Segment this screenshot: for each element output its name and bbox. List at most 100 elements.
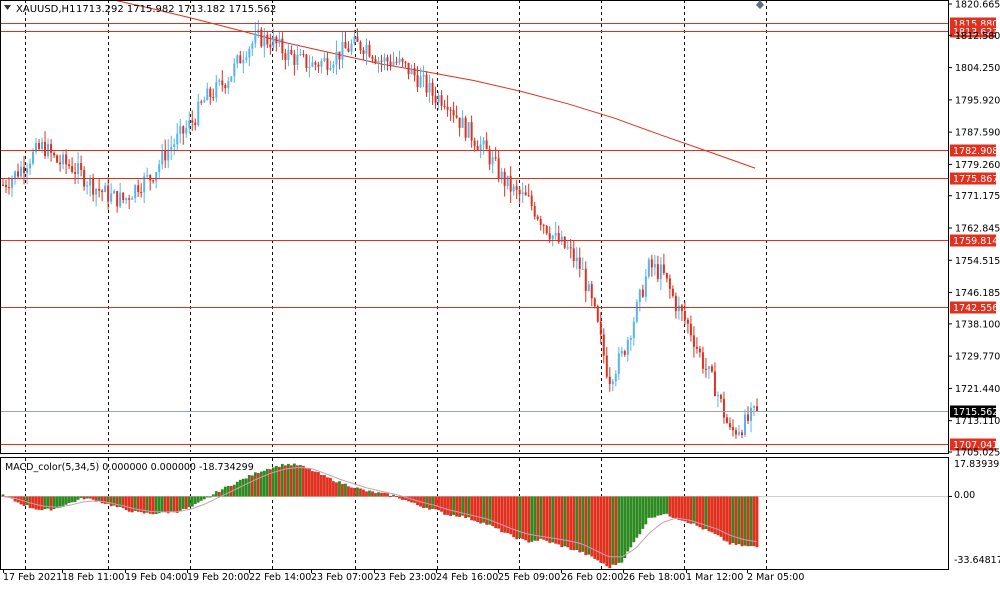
macd-bar [356,487,359,496]
macd-bar [50,496,53,510]
candle-body [362,50,364,54]
y-tick-label: 1746.185 [955,288,1000,299]
collapse-triangle-icon[interactable] [4,5,11,10]
macd-bar [116,496,119,507]
macd-bar [753,496,756,546]
candle-body [534,206,536,217]
macd-bar [242,479,245,497]
macd-bar [674,496,677,518]
candle-body [393,62,395,66]
macd-bar [723,496,726,540]
macd-bar [212,494,215,496]
candle-body [140,192,142,193]
macd-bar [44,496,47,509]
candle-body [522,192,524,194]
candle-body [738,432,740,434]
macd-title: MACD_color(5,34,5) 0.000000 0.000000 -18… [5,462,254,473]
macd-bar [587,496,590,554]
macd-bar [705,496,708,529]
macd-bar [359,488,362,496]
macd-bar [479,496,482,523]
macd-bar [699,496,702,527]
candle-body [104,186,106,193]
candle-body [116,191,118,206]
candle-body [513,186,515,191]
candle-body [432,83,434,96]
x-tick-label: 26 Feb 18:00 [623,572,685,583]
price-level-label: 1775.867 [953,174,998,185]
macd-zero-label: 0.00 [954,490,975,501]
macd-bar [696,496,699,525]
candle-body [338,52,340,60]
macd-bar [756,496,759,547]
candle-body [444,106,446,107]
candle-body [711,366,713,371]
macd-bar [77,496,80,499]
macd-bar [690,496,693,523]
candle-body [654,264,656,267]
macd-bar [164,496,167,512]
candle-body [750,408,752,421]
y-tick-label: 1721.440 [955,384,1000,395]
macd-bar [158,496,161,513]
candle-body [441,95,443,106]
ohlc-label: 1713.292 1715.982 1713.182 1715.562 [76,4,276,15]
macd-bar [431,496,434,508]
candle-body [471,122,473,140]
macd-bar [317,472,320,496]
candle-body [41,142,43,149]
candle-body [747,415,749,421]
candle-body [347,48,349,51]
candle-body [89,178,91,186]
candle-body [173,144,175,147]
candle-body [669,278,671,288]
candle-body [384,57,386,61]
macd-bar [179,496,182,511]
candle-body [218,81,220,82]
macd-bar [665,496,668,513]
candle-body [197,102,199,125]
macd-bar [647,496,650,517]
candle-body [573,248,575,261]
candle-body [546,226,548,233]
candle-body [224,85,226,88]
candle-body [555,233,557,235]
x-tick-label: 2 Mar 05:00 [747,572,804,583]
macd-bar [305,468,308,496]
candle-body [359,42,361,50]
candle-body [332,65,334,68]
x-tick-label: 1 Mar 12:00 [686,572,743,583]
candle-body [221,81,223,86]
candle-body [23,167,25,173]
candle-body [92,178,94,195]
candle-body [618,354,620,374]
macd-bar [662,496,665,514]
price-level-label: 1759.814 [953,236,998,247]
y-tick-label: 1762.845 [955,224,1000,235]
macd-bar [693,496,696,523]
macd-bar [293,464,296,497]
candle-body [374,59,376,63]
macd-bar [659,496,662,515]
macd-bar [110,496,113,506]
macd-bar [500,496,503,532]
macd-bar [206,496,209,497]
candle-body [645,276,647,296]
macd-bar [80,496,83,498]
macd-bar [452,496,455,515]
macd-bar [557,496,560,544]
candle-body [426,75,428,93]
grid-layer [26,0,767,569]
y-tick-label: 1729.770 [955,352,1000,363]
candle-body [594,298,596,306]
y-tick-label: 1779.260 [955,160,1000,171]
macd-bar [239,480,242,497]
candle-body [134,185,136,198]
candle-body [600,322,602,335]
candle-body [477,146,479,150]
candle-body [311,62,313,66]
macd-bar [473,496,476,520]
candle-body [519,190,521,194]
